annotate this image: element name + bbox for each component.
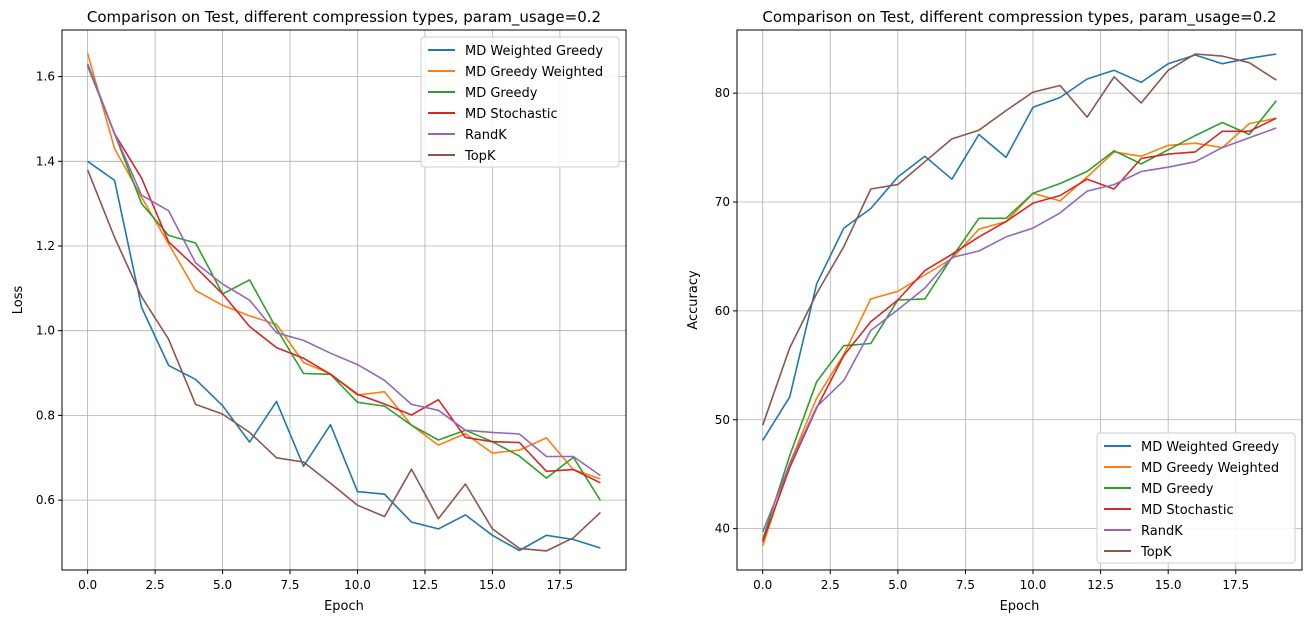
x-tick-label: 17.5 (1222, 578, 1249, 592)
chart-title: Comparison on Test, different compressio… (762, 8, 1276, 27)
loss-chart: 0.0 2.5 5.0 7.5 10.0 12.5 15.0 17.5 0.6 0.8 1.0 1.2… (11, 8, 627, 614)
legend-entry: MD Stochastic (1141, 503, 1234, 518)
x-tick-label: 2.5 (821, 578, 840, 592)
legend-box (1096, 432, 1296, 564)
x-tick-label: 17.5 (547, 578, 574, 592)
x-tick-label: 7.5 (956, 578, 975, 592)
x-tick-label: 7.5 (280, 578, 299, 592)
x-tick-label: 2.5 (146, 578, 165, 592)
x-tick-label: 5.0 (888, 578, 907, 592)
legend-entry: MD Greedy (1141, 482, 1214, 497)
plot-frame (61, 29, 627, 571)
y-tick-label: 1.6 (36, 70, 55, 84)
legend-entry: MD Greedy Weighted (1141, 461, 1279, 476)
series-line-md-stochastic (86, 63, 601, 484)
legend-entry: MD Weighted Greedy (465, 44, 603, 59)
x-axis-label: Epoch (1000, 599, 1040, 614)
series-line-md-stochastic (761, 117, 1277, 542)
y-tick-label: 70 (715, 195, 730, 209)
x-tick-label: 15.0 (479, 578, 506, 592)
series-line-md-weighted-greedy (762, 53, 1277, 441)
accuracy-chart: 0.0 2.5 5.0 7.5 10.0 12.5 15.0 17.5 40 50 60 70 80 Co… (686, 8, 1303, 614)
x-tick-label: 12.5 (1087, 578, 1114, 592)
series-line-randk (86, 63, 601, 477)
y-tick-label: 0.6 (36, 493, 55, 507)
legend: MD Weighted Greedy MD Greedy Weighted MD G… (1096, 432, 1296, 564)
legend-entry: TopK (1140, 545, 1172, 560)
y-axis-label: Loss (11, 286, 26, 315)
series-line-topk (761, 53, 1277, 426)
series-line-md-weighted-greedy (87, 160, 601, 552)
y-tick-label: 0.8 (36, 408, 55, 422)
x-tick-label: 15.0 (1155, 578, 1182, 592)
legend: MD Weighted Greedy MD Greedy Weighted MD G… (420, 36, 620, 168)
y-axis-label: Accuracy (686, 270, 701, 330)
legend-entry: RandK (1141, 524, 1183, 539)
x-tick-label: 5.0 (213, 578, 232, 592)
x-axis-label: Epoch (324, 599, 364, 614)
y-tick-label: 50 (715, 413, 730, 427)
legend-box (420, 36, 620, 168)
series-line-md-greedy (761, 100, 1277, 540)
legend-entry: MD Stochastic (465, 107, 558, 122)
series-line-topk (86, 169, 601, 552)
y-tick-label: 40 (715, 522, 730, 536)
legend-entry: MD Greedy (465, 86, 538, 101)
y-tick-label: 1.0 (36, 324, 55, 338)
y-tick-label: 80 (715, 86, 730, 100)
legend-entry: RandK (465, 128, 507, 143)
legend-entry: MD Weighted Greedy (1141, 440, 1279, 455)
series-line-md-greedy (86, 65, 602, 501)
chart-title: Comparison on Test, different compressio… (87, 8, 601, 27)
plot-frame (736, 29, 1303, 571)
legend-entry: TopK (464, 149, 496, 164)
legend-entry: MD Greedy Weighted (465, 65, 603, 80)
x-tick-label: 0.0 (78, 578, 97, 592)
y-tick-label: 60 (715, 304, 730, 318)
x-tick-label: 0.0 (753, 578, 772, 592)
series-line-randk (761, 127, 1277, 533)
x-tick-label: 12.5 (412, 578, 439, 592)
x-tick-label: 10.0 (1020, 578, 1047, 592)
y-tick-label: 1.2 (36, 239, 55, 253)
y-tick-label: 1.4 (36, 154, 55, 168)
x-tick-label: 10.0 (344, 578, 371, 592)
